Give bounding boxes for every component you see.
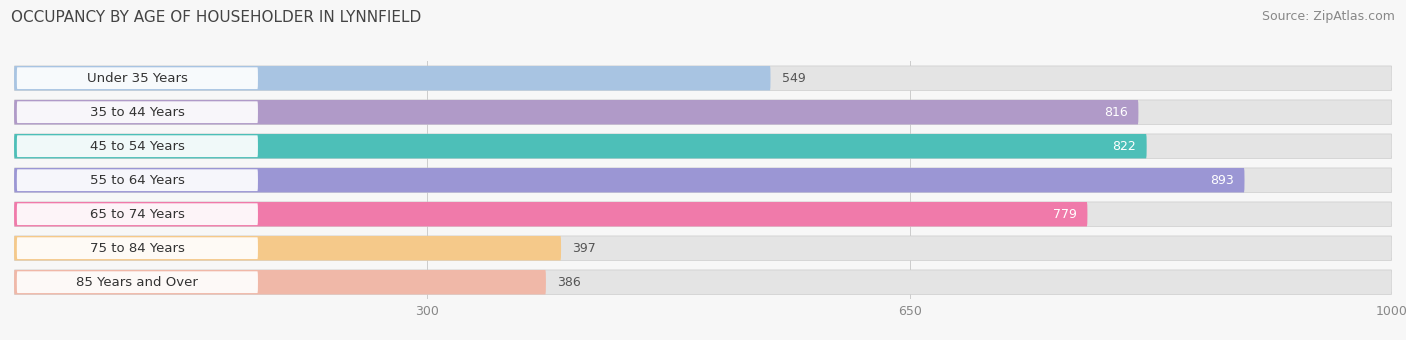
- FancyBboxPatch shape: [14, 100, 1139, 124]
- FancyBboxPatch shape: [14, 168, 1244, 192]
- Text: 35 to 44 Years: 35 to 44 Years: [90, 106, 184, 119]
- FancyBboxPatch shape: [14, 202, 1087, 226]
- Text: 45 to 54 Years: 45 to 54 Years: [90, 140, 184, 153]
- FancyBboxPatch shape: [17, 237, 257, 259]
- Text: 386: 386: [557, 276, 581, 289]
- FancyBboxPatch shape: [14, 168, 1392, 192]
- Text: Under 35 Years: Under 35 Years: [87, 72, 188, 85]
- FancyBboxPatch shape: [14, 202, 1392, 226]
- Text: 55 to 64 Years: 55 to 64 Years: [90, 174, 184, 187]
- FancyBboxPatch shape: [17, 101, 257, 123]
- Text: 549: 549: [782, 72, 806, 85]
- Text: 779: 779: [1053, 208, 1077, 221]
- FancyBboxPatch shape: [17, 169, 257, 191]
- FancyBboxPatch shape: [14, 66, 1392, 90]
- FancyBboxPatch shape: [14, 100, 1392, 124]
- FancyBboxPatch shape: [14, 270, 1392, 294]
- FancyBboxPatch shape: [14, 134, 1147, 158]
- FancyBboxPatch shape: [14, 270, 546, 294]
- Text: 75 to 84 Years: 75 to 84 Years: [90, 242, 184, 255]
- Text: 85 Years and Over: 85 Years and Over: [76, 276, 198, 289]
- FancyBboxPatch shape: [14, 134, 1392, 158]
- Text: 893: 893: [1209, 174, 1233, 187]
- Text: Source: ZipAtlas.com: Source: ZipAtlas.com: [1261, 10, 1395, 23]
- Text: OCCUPANCY BY AGE OF HOUSEHOLDER IN LYNNFIELD: OCCUPANCY BY AGE OF HOUSEHOLDER IN LYNNF…: [11, 10, 422, 25]
- FancyBboxPatch shape: [14, 236, 561, 260]
- FancyBboxPatch shape: [17, 67, 257, 89]
- FancyBboxPatch shape: [14, 236, 1392, 260]
- FancyBboxPatch shape: [17, 271, 257, 293]
- FancyBboxPatch shape: [17, 135, 257, 157]
- Text: 816: 816: [1104, 106, 1128, 119]
- FancyBboxPatch shape: [17, 203, 257, 225]
- FancyBboxPatch shape: [14, 66, 770, 90]
- Text: 822: 822: [1112, 140, 1136, 153]
- Text: 65 to 74 Years: 65 to 74 Years: [90, 208, 184, 221]
- Text: 397: 397: [572, 242, 596, 255]
